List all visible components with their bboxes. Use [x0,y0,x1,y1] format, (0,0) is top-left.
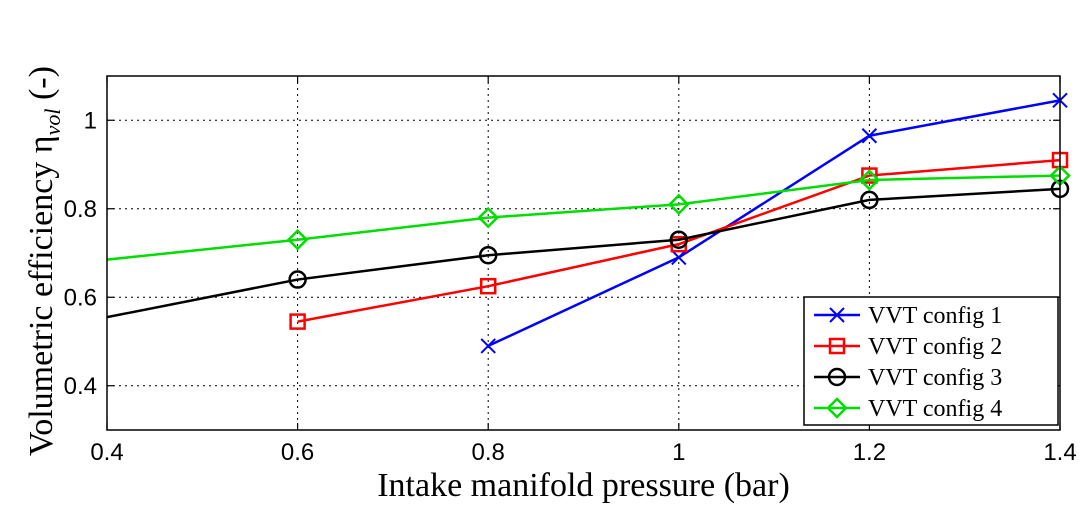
x-axis-label: Intake manifold pressure (bar) [377,467,790,504]
y-tick-label: 1 [84,107,97,134]
x-tick-label: 1.4 [1043,439,1076,466]
data-point [288,270,307,289]
legend-swatch-marker [827,367,847,387]
series-4 [106,164,1071,261]
data-point [479,277,497,295]
legend-item: VVT config 3 [814,365,1002,391]
tick-labels: 0.4 0.6 0.8 1 1.2 1.4 0.4 0.6 0.8 1 [64,107,1077,466]
series-line [487,99,1061,348]
legend-swatch-marker [829,307,845,323]
x-tick-label: 0.6 [281,439,314,466]
data-point [477,206,499,229]
y-tick-label: 0.4 [64,373,97,400]
legend: VVT config 1 VVT config 2 VVT config 3 VVT … [803,296,1059,426]
series-line [106,187,1061,319]
x-tick-label: 1.2 [853,439,886,466]
x-tick-label: 0.8 [472,439,505,466]
data-point [860,190,879,210]
data-point [286,228,309,251]
legend-item: VVT config 2 [814,334,1002,360]
series-line [297,158,1061,323]
legend-label: VVT config 2 [868,334,1002,360]
data-point [289,313,306,330]
y-axis-label: Volumetric efficiency ηvol (-) [23,66,65,456]
legend-swatch-marker [826,397,848,419]
data-point [669,230,689,249]
data-point [480,338,496,354]
legend-swatch-marker [828,337,846,355]
series-line [106,174,1061,261]
data-point [478,245,498,265]
legend-box [803,296,1059,426]
data-point [671,249,687,266]
plot-frame [106,75,1061,431]
data-point [668,193,690,216]
legend-item: VVT config 1 [814,303,1002,329]
data-point [858,169,881,191]
y-tick-label: 0.6 [64,284,97,311]
x-tick-label: 1 [672,439,685,466]
data-point [861,128,878,144]
x-tick-label: 0.4 [90,439,123,466]
legend-label: VVT config 1 [868,303,1002,329]
legend-label: VVT config 4 [868,396,1002,422]
y-tick-label: 0.8 [64,196,97,223]
legend-item: VVT config 4 [814,396,1002,422]
legend-label: VVT config 3 [868,365,1002,391]
data-point [861,167,878,184]
